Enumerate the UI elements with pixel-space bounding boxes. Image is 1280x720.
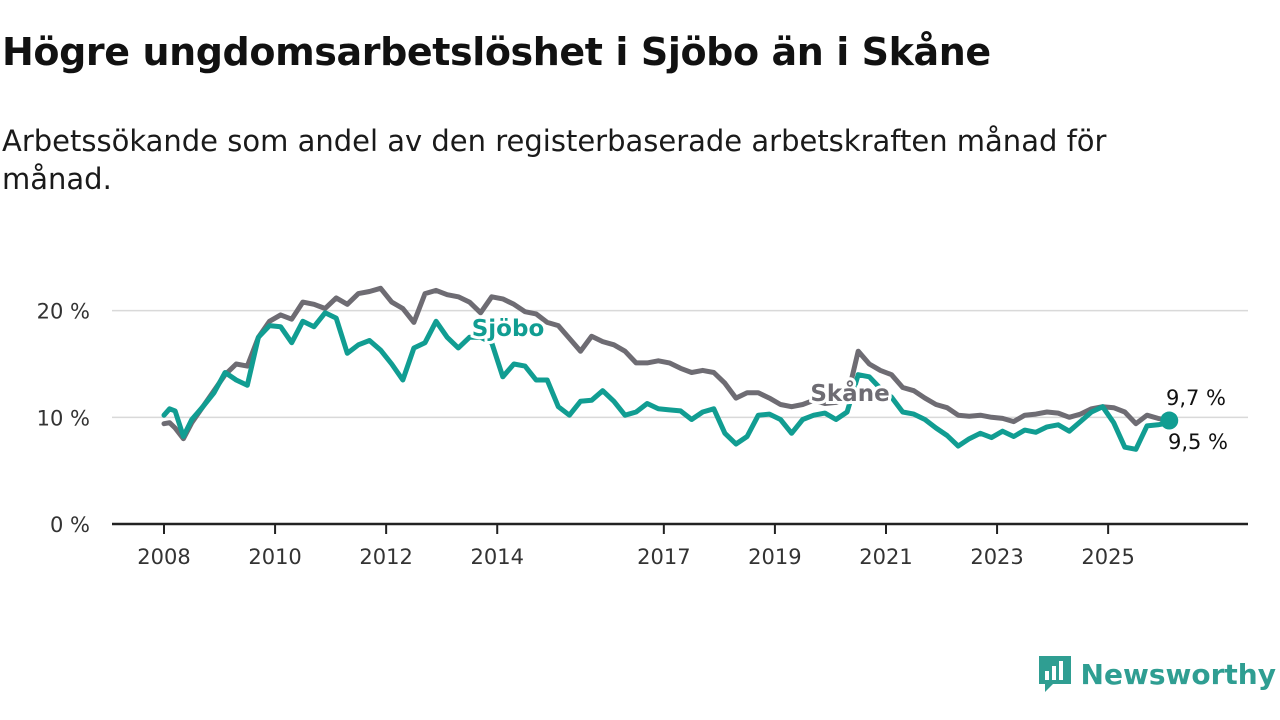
x-tick-label: 2008: [137, 545, 190, 569]
x-axis-ticks: 2008 2010 2012 2014 2017 2019 2021 2023 2025: [137, 524, 1135, 569]
series-labels: Sjöbo Skåne 9,7 % 9,5 %: [469, 313, 1228, 454]
y-tick-label: 20 %: [37, 300, 90, 324]
bar-chart-speech-icon: [1038, 656, 1071, 692]
x-tick-label: 2021: [859, 545, 912, 569]
y-axis-ticks: 0 % 10 % 20 %: [37, 300, 90, 537]
x-tick-label: 2019: [748, 545, 801, 569]
series-label-sjobo: Sjöbo: [472, 316, 545, 342]
brand-name: Newsworthy: [1080, 657, 1276, 691]
y-tick-label: 10 %: [37, 406, 90, 430]
y-tick-label: 0 %: [50, 513, 90, 537]
gridlines: [112, 309, 1248, 419]
x-tick-label: 2012: [359, 545, 412, 569]
series-lines: [161, 285, 1179, 452]
x-tick-label: 2010: [248, 545, 301, 569]
end-label-skane: 9,7 %: [1166, 386, 1226, 410]
series-line-sjobo: [161, 310, 1172, 452]
x-tick-label: 2017: [637, 545, 690, 569]
end-label-sjobo: 9,5 %: [1168, 430, 1228, 454]
end-point-marker: [1160, 411, 1179, 430]
chart-title: Högre ungdomsarbetslöshet i Sjöbo än i S…: [2, 30, 991, 74]
series-line-skane: [161, 285, 1172, 442]
newsworthy-logo: Newsworthy: [1037, 654, 1276, 694]
x-tick-label: 2025: [1081, 545, 1134, 569]
chart-subtitle: Arbetssökande som andel av den registerb…: [2, 124, 1107, 196]
series-label-skane: Skåne: [810, 380, 889, 407]
x-tick-label: 2014: [470, 545, 523, 569]
x-tick-label: 2023: [970, 545, 1023, 569]
